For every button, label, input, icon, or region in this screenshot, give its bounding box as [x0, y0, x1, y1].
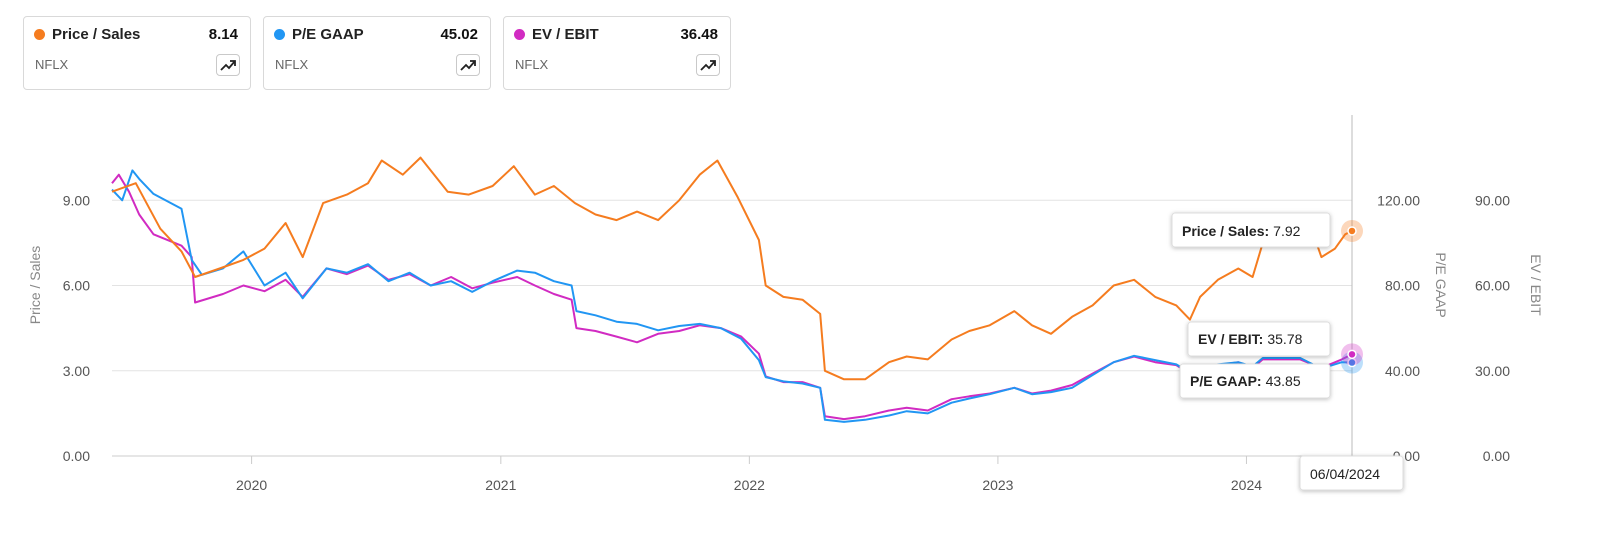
x-axis-tick: 2023	[982, 477, 1013, 493]
left-axis-title: Price / Sales	[27, 246, 43, 325]
tooltip-ev-ebit: EV / EBIT: 35.78	[1187, 321, 1331, 357]
trend-up-icon	[220, 60, 236, 71]
card-ticker: NFLX	[35, 57, 69, 72]
card-ticker: NFLX	[275, 57, 309, 72]
card-value: 45.02	[440, 26, 478, 43]
ev-axis-tick: 30.00	[1475, 363, 1510, 379]
tooltip-label: EV / EBIT:	[1198, 331, 1263, 347]
svg-text:EV / EBIT:35.78: EV / EBIT: 35.78	[1198, 331, 1303, 347]
tooltip-value: 43.85	[1266, 373, 1301, 389]
series-lines	[111, 156, 1353, 423]
ev-axis-tick: 60.00	[1475, 278, 1510, 294]
trend-chart-button[interactable]	[456, 54, 480, 76]
tooltip-date: 06/04/2024	[1299, 455, 1404, 491]
x-axis-tick: 2020	[236, 477, 267, 493]
x-axis-tick: 2022	[734, 477, 765, 493]
x-axis-tick: 2021	[485, 477, 516, 493]
card-price-sales[interactable]: Price / Sales 8.14 NFLX	[23, 16, 251, 90]
hover-point	[1347, 349, 1357, 360]
hover-point	[1347, 226, 1357, 236]
ev-axis-tick: 0.00	[1483, 448, 1510, 464]
series-color-dot	[274, 29, 285, 40]
trend-up-icon	[460, 60, 476, 71]
tooltip-pe-gaap: P/E GAAP: 43.85	[1179, 363, 1331, 399]
pe-axis-tick: 80.00	[1385, 278, 1420, 294]
series-line-p-e-gaap	[111, 169, 1353, 423]
series-color-dot	[514, 29, 525, 40]
left-axis-tick: 0.00	[63, 448, 90, 464]
axes: 0.003.006.009.000.0040.0080.00120.000.00…	[27, 192, 1544, 493]
tooltip-label: Price / Sales:	[1182, 223, 1269, 239]
series-line-ev-ebit	[111, 173, 1353, 421]
card-value: 8.14	[208, 26, 238, 43]
card-pe-gaap[interactable]: P/E GAAP 45.02 NFLX	[263, 16, 491, 90]
card-title: EV / EBIT	[532, 26, 599, 43]
card-ticker: NFLX	[515, 57, 549, 72]
card-title: Price / Sales	[52, 26, 141, 43]
ev-axis-title: EV / EBIT	[1528, 254, 1544, 316]
series-color-dot	[34, 29, 45, 40]
trend-chart-button[interactable]	[216, 54, 240, 76]
tooltip-price-sales: Price / Sales: 7.92	[1171, 212, 1331, 248]
series-line-price-sales	[111, 156, 1353, 381]
card-value: 36.48	[680, 26, 718, 43]
card-ev-ebit[interactable]: EV / EBIT 36.48 NFLX	[503, 16, 731, 90]
card-title: P/E GAAP	[292, 26, 364, 43]
tooltip-value: 35.78	[1267, 331, 1302, 347]
svg-text:P/E GAAP:43.85: P/E GAAP: 43.85	[1190, 373, 1301, 389]
tooltip-label: P/E GAAP:	[1190, 373, 1262, 389]
svg-text:Price / Sales:7.92: Price / Sales: 7.92	[1182, 223, 1301, 239]
left-axis-tick: 9.00	[63, 192, 90, 208]
left-axis-tick: 6.00	[63, 278, 90, 294]
trend-up-icon	[700, 60, 716, 71]
x-axis-tick: 2024	[1231, 477, 1262, 493]
tooltip-value: 7.92	[1273, 223, 1300, 239]
tooltip-date-text: 06/04/2024	[1310, 466, 1380, 482]
grid-lines	[112, 115, 1353, 457]
trend-chart-button[interactable]	[696, 54, 720, 76]
hover-overlay: Price / Sales: 7.92 EV / EBIT: 35.78 P/E G…	[1171, 115, 1404, 491]
pe-axis-tick: 120.00	[1377, 192, 1420, 208]
left-axis-tick: 3.00	[63, 363, 90, 379]
ev-axis-tick: 90.00	[1475, 192, 1510, 208]
pe-axis-tick: 40.00	[1385, 363, 1420, 379]
pe-axis-title: P/E GAAP	[1433, 252, 1449, 317]
